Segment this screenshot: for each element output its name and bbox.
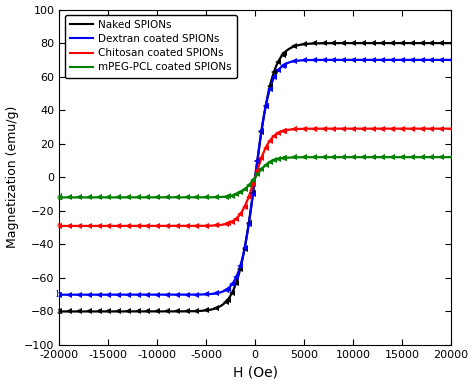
Text: b: b: [56, 290, 62, 299]
X-axis label: H (Oe): H (Oe): [233, 365, 278, 380]
Legend: Naked SPIONs, Dextran coated SPIONs, Chitosan coated SPIONs, mPEG-PCL coated SPI: Naked SPIONs, Dextran coated SPIONs, Chi…: [64, 15, 237, 78]
Text: a: a: [56, 307, 62, 316]
Text: d: d: [56, 193, 62, 202]
Text: c: c: [57, 221, 62, 231]
Y-axis label: Magnetization (emu/g): Magnetization (emu/g): [6, 106, 18, 248]
